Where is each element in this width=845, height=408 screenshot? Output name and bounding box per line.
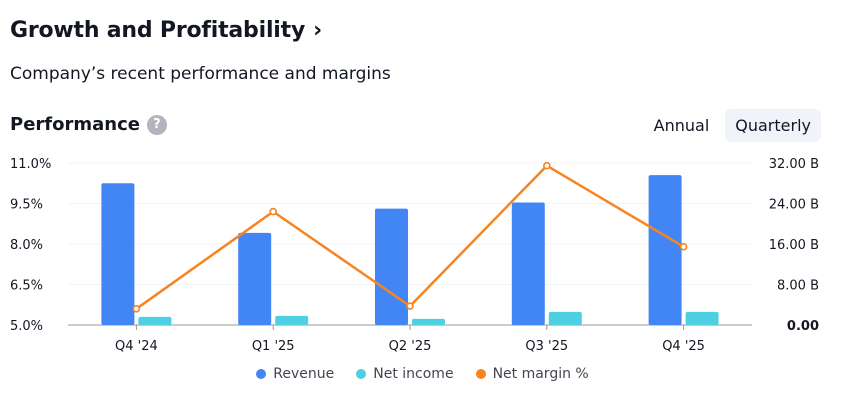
period-toggle: Annual Quarterly <box>644 109 821 142</box>
chevron-right-icon: › <box>313 18 322 43</box>
net-margin-point[interactable] <box>269 207 278 216</box>
legend-item-revenue[interactable]: Revenue <box>256 366 334 382</box>
legend-item-net-income[interactable]: Net income <box>356 366 454 382</box>
net-margin-dot-icon <box>475 369 486 379</box>
revenue-bar[interactable] <box>101 183 135 325</box>
x-axis-tick-label: Q2 '25 <box>389 339 432 354</box>
revenue-bar[interactable] <box>375 208 408 325</box>
net-income-bar[interactable] <box>685 311 719 325</box>
x-axis-tick-label: Q4 '25 <box>662 339 705 354</box>
right-axis-tick-label: 32.00 B <box>769 157 819 172</box>
net-margin-point[interactable] <box>406 302 414 310</box>
net-income-dot-icon <box>356 369 367 379</box>
net-margin-point[interactable] <box>679 242 688 251</box>
right-axis-tick-label: 0.00 <box>787 319 819 334</box>
net-income-bar[interactable] <box>275 315 309 325</box>
x-axis-tick-label: Q1 '25 <box>252 339 295 354</box>
revenue-bar[interactable] <box>648 175 682 325</box>
page-title: Growth and Profitability <box>10 18 306 43</box>
revenue-dot-icon <box>256 369 267 379</box>
page-subtitle: Company’s recent performance and margins <box>10 64 391 84</box>
performance-heading: Performance <box>10 114 140 135</box>
left-axis-tick-label: 6.5% <box>10 279 43 294</box>
net-margin-point[interactable] <box>132 305 141 313</box>
net-margin-line <box>135 164 685 310</box>
x-axis-tick-label: Q4 '24 <box>115 339 158 354</box>
legend-label: Net margin % <box>492 366 589 382</box>
legend-label: Net income <box>373 366 454 382</box>
left-axis-tick-label: 5.0% <box>10 319 43 334</box>
right-axis-tick-label: 16.00 B <box>769 238 819 253</box>
x-axis-tick-label: Q3 '25 <box>525 339 568 354</box>
right-axis-tick-label: 8.00 B <box>777 279 819 294</box>
annual-toggle-button[interactable]: Annual <box>653 116 710 135</box>
section-title-link[interactable]: Growth and Profitability › <box>10 18 322 43</box>
left-axis-tick-label: 8.0% <box>10 238 43 253</box>
net-income-bar[interactable] <box>548 311 582 325</box>
revenue-bar[interactable] <box>238 232 272 325</box>
left-axis-tick-label: 11.0% <box>10 157 51 172</box>
help-icon[interactable]: ? <box>146 114 167 135</box>
chart-legend: Revenue Net income Net margin % <box>0 366 845 382</box>
net-margin-point[interactable] <box>542 161 551 170</box>
left-axis-tick-label: 9.5% <box>10 198 43 213</box>
legend-label: Revenue <box>273 366 335 382</box>
quarterly-toggle-button[interactable]: Quarterly <box>725 109 821 142</box>
right-axis-tick-label: 24.00 B <box>769 198 819 213</box>
net-income-bar[interactable] <box>412 318 445 325</box>
performance-chart: 11.0% 32.00 B 9.5% 24.00 B 8.0% 16.00 B 6.5% 8.… <box>10 157 819 354</box>
revenue-bar[interactable] <box>511 202 545 325</box>
legend-item-net-margin[interactable]: Net margin % <box>475 366 589 382</box>
net-income-bar[interactable] <box>138 316 172 325</box>
